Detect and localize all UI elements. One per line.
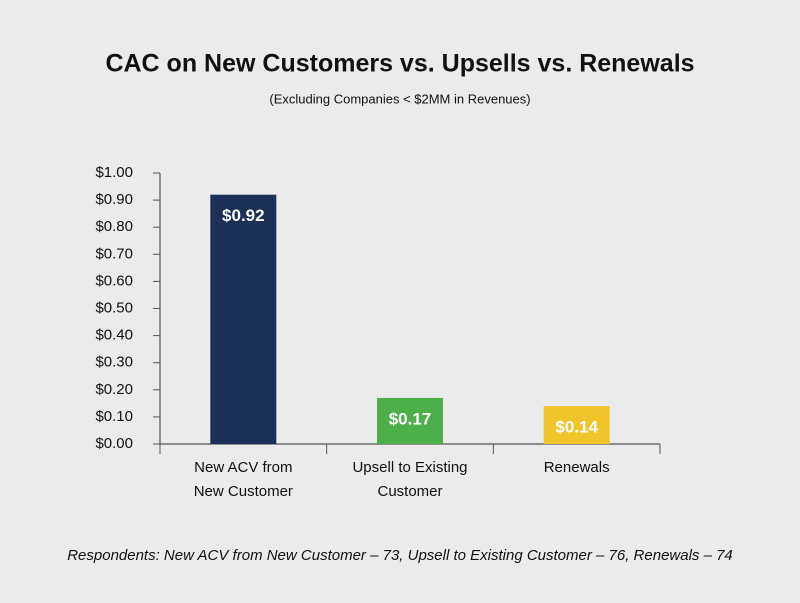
y-tick-label: $0.50 [95,299,133,316]
x-tick-label: New ACV from New Customer [193,459,293,500]
y-tick-label: $0.20 [95,381,133,398]
y-tick-label: $0.80 [95,218,133,235]
y-tick-label: $0.00 [95,435,133,452]
value-label: $0.17 [389,409,432,428]
chart-subtitle: (Excluding Companies < $2MM in Revenues) [269,91,530,106]
y-tick-label: $0.10 [95,408,133,425]
bar [543,406,610,444]
y-tick-label: $0.40 [95,327,133,344]
bar [210,194,277,444]
y-tick-label: $0.60 [95,272,133,289]
x-tick-label: Renewals [543,459,610,476]
y-tick-label: $0.70 [95,245,133,262]
y-tick-label: $1.00 [95,164,133,181]
value-label: $0.92 [222,206,265,225]
x-tick-label: Upsell to Existing Customer [352,459,468,500]
chart-title: CAC on New Customers vs. Upsells vs. Ren… [105,50,694,78]
bar [377,397,443,444]
footnote: Respondents: New ACV from New Customer –… [67,547,733,564]
y-tick-label: $0.30 [95,354,133,371]
value-label: $0.14 [555,418,598,437]
y-tick-label: $0.90 [95,191,133,208]
